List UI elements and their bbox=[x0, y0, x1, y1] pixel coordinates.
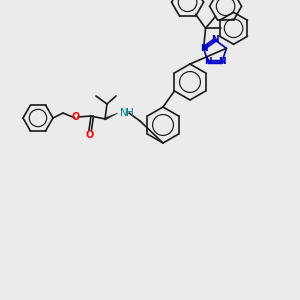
Text: N: N bbox=[120, 108, 128, 118]
Polygon shape bbox=[105, 113, 118, 120]
Text: O: O bbox=[86, 130, 94, 140]
Text: N: N bbox=[211, 35, 219, 44]
Text: O: O bbox=[72, 112, 80, 122]
Text: N: N bbox=[204, 57, 212, 66]
Text: N: N bbox=[218, 57, 226, 66]
Text: N: N bbox=[200, 44, 207, 53]
Text: H: H bbox=[126, 108, 134, 118]
